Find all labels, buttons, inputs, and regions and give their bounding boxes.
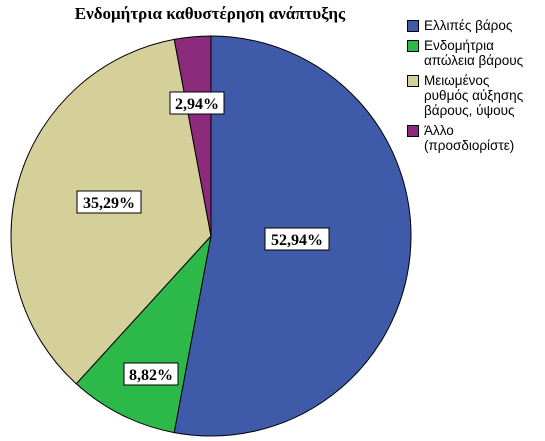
slice-data-label: 2,94% (169, 91, 225, 115)
data-label-text: 52,94% (271, 232, 323, 249)
legend-label-line: Μειωμένος (424, 73, 490, 88)
legend-swatch (407, 20, 419, 32)
legend-label-line: Ελλιπές βάρος (424, 18, 513, 33)
data-label-text: 8,82% (129, 367, 173, 384)
slice-data-label: 52,94% (264, 227, 330, 251)
legend-label-line: ρυθμός αύξησης (424, 88, 524, 103)
slice-data-label: 8,82% (123, 362, 179, 386)
data-label-text: 2,94% (175, 96, 219, 113)
data-label-text: 35,29% (83, 195, 135, 212)
data-label-box (264, 227, 330, 251)
legend-label-line: Άλλο (424, 123, 454, 138)
data-label-box (123, 362, 179, 386)
legend-item: Ελλιπές βάρος (406, 18, 544, 33)
legend-label-line: (προσδιορίστε) (424, 138, 515, 153)
legend-label-line: απώλεια βάρους (424, 53, 524, 68)
legend-item: Άλλο (προσδιορίστε) (406, 123, 544, 153)
legend-label-line: Ενδομήτρια (424, 38, 494, 53)
chart-legend: Ελλιπές βάρος Ενδομήτρια απώλεια βάρους Μει… (406, 18, 544, 158)
legend-swatch (407, 75, 419, 87)
legend-swatch (407, 125, 419, 137)
legend-label-line: βάρους, ύψους (424, 103, 515, 118)
slice-data-label: 35,29% (76, 190, 142, 214)
chart-title: Ενδομήτρια καθυστέρηση ανάπτυξης (74, 4, 346, 23)
legend-item: Ενδομήτρια απώλεια βάρους (406, 38, 544, 68)
legend-swatch (407, 40, 419, 52)
data-label-box (169, 91, 225, 115)
pie-slice (173, 35, 212, 237)
data-label-box (76, 190, 142, 214)
legend-item: Μειωμένος ρυθμός αύξησης βάρους, ύψους (406, 73, 544, 118)
